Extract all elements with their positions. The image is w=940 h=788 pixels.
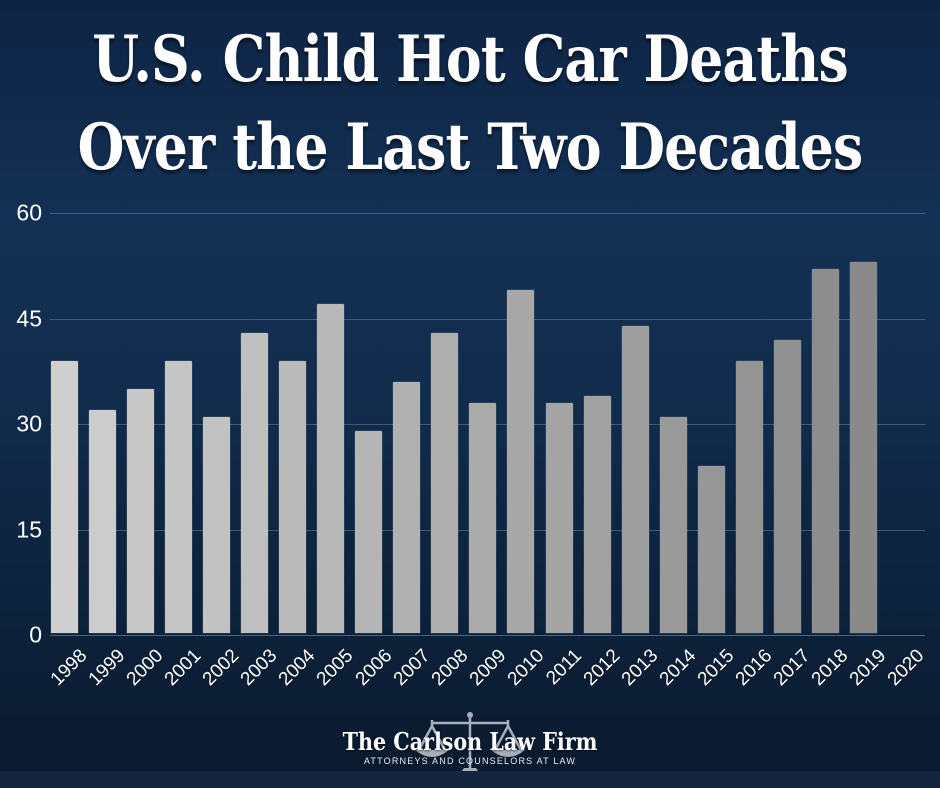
- bar-2010: [507, 290, 535, 633]
- bar-2018: [811, 269, 839, 633]
- gridline-y-60: [50, 213, 925, 214]
- title-line-1: U.S. Child Hot Car Deaths: [92, 22, 848, 97]
- x-axis-label-2010: 2010: [503, 645, 549, 691]
- x-axis-label-2000: 2000: [122, 645, 168, 691]
- x-axis-label-2017: 2017: [769, 645, 815, 691]
- bar-1998: [50, 360, 78, 633]
- bar-2011: [545, 402, 573, 633]
- bar-2012: [583, 395, 611, 633]
- x-axis-label-2003: 2003: [237, 645, 282, 691]
- bar-2019: [849, 262, 877, 633]
- x-axis-label-2019: 2019: [845, 645, 891, 691]
- bar-2006: [355, 431, 383, 633]
- y-axis-label-60: 60: [16, 199, 42, 226]
- title-line-2: Over the Last Two Decades: [77, 110, 864, 185]
- x-axis-label-2004: 2004: [275, 645, 320, 691]
- brand-tagline: ATTORNEYS AND COUNSELORS AT LAW: [363, 756, 577, 766]
- y-axis-label-30: 30: [16, 410, 42, 437]
- bar-2016: [735, 360, 763, 633]
- x-axis-label-1998: 1998: [46, 645, 92, 691]
- x-axis-label-2008: 2008: [427, 645, 473, 691]
- x-axis-label-2011: 2011: [542, 645, 587, 690]
- x-axis-label-2015: 2015: [693, 645, 739, 691]
- bar-2002: [203, 416, 231, 633]
- y-axis-label-0: 0: [29, 621, 42, 648]
- x-axis-label-2014: 2014: [655, 645, 701, 691]
- bar-2017: [773, 339, 801, 633]
- bar-2007: [393, 381, 421, 633]
- bottom-band: [0, 771, 940, 788]
- gridline-y-0: [50, 635, 925, 636]
- x-axis-label-1999: 1999: [84, 645, 130, 691]
- bar-2008: [431, 332, 459, 633]
- bar-2001: [165, 360, 193, 633]
- x-axis-label-2016: 2016: [731, 645, 777, 691]
- x-axis-label-2013: 2013: [617, 645, 663, 691]
- bar-1999: [89, 409, 116, 633]
- x-axis-label-2009: 2009: [465, 645, 511, 691]
- bar-2013: [621, 325, 649, 633]
- y-axis-label-15: 15: [16, 516, 42, 542]
- y-axis-label-45: 45: [16, 305, 42, 331]
- bar-2015: [697, 466, 725, 633]
- bar-2004: [279, 360, 307, 633]
- x-axis-label-2020: 2020: [883, 645, 929, 691]
- x-axis-label-2012: 2012: [579, 645, 625, 691]
- x-axis-label-2005: 2005: [313, 645, 358, 691]
- bar-2000: [127, 388, 155, 633]
- bar-2003: [241, 332, 269, 633]
- bar-2005: [317, 304, 345, 633]
- x-axis-label-2007: 2007: [389, 645, 435, 691]
- bar-2014: [659, 416, 687, 633]
- x-axis-label-2002: 2002: [199, 645, 244, 691]
- page-title: U.S. Child Hot Car Deaths Over the Last …: [0, 14, 940, 190]
- gridline-y-45: [50, 318, 925, 320]
- x-axis-label-2001: 2001: [160, 645, 206, 691]
- x-axis-label-2018: 2018: [807, 645, 853, 691]
- bar-2009: [469, 402, 497, 633]
- brand-name: The Carlson Law Firm: [342, 727, 598, 756]
- x-axis-label-2006: 2006: [351, 645, 396, 691]
